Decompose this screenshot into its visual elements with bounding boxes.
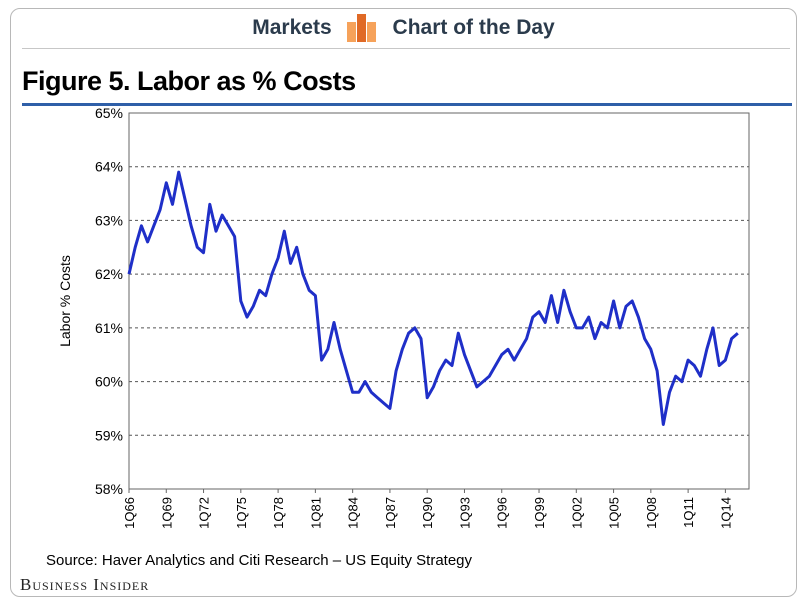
y-tick-label: 63% <box>95 212 123 228</box>
brand-text: Business Insider <box>20 575 150 594</box>
markets-label: Markets <box>252 16 332 39</box>
bar-chart-logo-icon <box>347 14 377 42</box>
x-tick-label: 1Q08 <box>644 497 659 529</box>
x-tick-label: 1Q78 <box>271 497 286 529</box>
plot-area-border <box>128 112 750 490</box>
business-insider-logo: Business Insider <box>20 575 149 595</box>
chart-of-the-day-header: Markets Chart of the Day <box>0 14 807 42</box>
x-axis-ticks: 1Q66 1Q69 1Q72 1Q75 1Q78 1Q81 1Q84 1Q87 1Q90 1Q93… <box>122 489 733 529</box>
y-axis-label: Labor % Costs <box>57 255 73 347</box>
x-tick-label: 1Q75 <box>234 497 249 529</box>
x-tick-label: 1Q84 <box>346 497 361 529</box>
y-axis-ticks: 58% 59% 60% 61% 62% 63% 64% 65% <box>95 105 123 497</box>
x-tick-label: 1Q93 <box>457 497 472 529</box>
title-rule <box>22 103 792 106</box>
x-tick-label: 1Q66 <box>122 497 137 529</box>
x-tick-label: 1Q11 <box>681 497 696 528</box>
y-tick-label: 61% <box>95 320 123 336</box>
x-tick-label: 1Q69 <box>159 497 174 529</box>
x-tick-label: 1Q99 <box>532 497 547 529</box>
header-divider <box>22 48 790 49</box>
x-tick-label: 1Q05 <box>607 497 622 529</box>
labor-costs-chart: 58% 59% 60% 61% 62% 63% 64% 65% 1Q66 1Q69 1Q72 1Q7… <box>57 105 750 529</box>
x-tick-label: 1Q96 <box>495 497 510 529</box>
y-tick-label: 62% <box>95 266 123 282</box>
chart-of-the-day-label: Chart of the Day <box>392 16 555 39</box>
y-tick-label: 60% <box>95 374 123 390</box>
gridlines <box>129 166 749 436</box>
x-tick-label: 1Q87 <box>383 497 398 529</box>
y-tick-label: 65% <box>95 105 123 121</box>
figure-title: Figure 5. Labor as % Costs <box>22 66 356 96</box>
x-tick-label: 1Q81 <box>308 497 323 529</box>
series-line-labor-pct <box>127 170 739 426</box>
outer-frame <box>10 8 797 597</box>
x-tick-label: 1Q90 <box>420 497 435 529</box>
y-tick-label: 59% <box>95 427 123 443</box>
x-tick-label: 1Q02 <box>569 497 584 529</box>
source-note: Source: Haver Analytics and Citi Researc… <box>46 552 473 569</box>
x-tick-label: 1Q14 <box>718 497 733 529</box>
y-tick-label: 58% <box>95 481 123 497</box>
x-tick-label: 1Q72 <box>197 497 212 529</box>
y-tick-label: 64% <box>95 159 123 175</box>
